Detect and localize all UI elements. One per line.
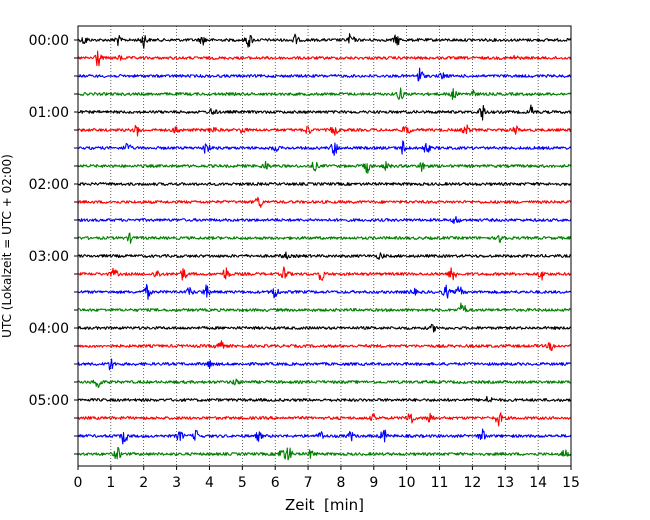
x-tick-label: 5: [238, 475, 247, 491]
x-tick-label: 8: [336, 475, 345, 491]
trace-line: [77, 87, 572, 101]
y-tick-label: 00:00: [29, 33, 69, 49]
trace-line: [77, 124, 572, 137]
trace-line: [77, 160, 572, 174]
trace-line: [77, 358, 571, 371]
trace-line: [77, 428, 572, 445]
plot-frame: [77, 25, 572, 467]
x-tick-label: 4: [205, 475, 214, 491]
x-tick-label: 1: [106, 475, 115, 491]
x-tick-label: 9: [369, 475, 378, 491]
x-tick-label: 11: [431, 475, 449, 491]
trace-line: [77, 323, 572, 333]
trace-line: [77, 412, 572, 427]
x-tick-label: 12: [463, 475, 481, 491]
y-tick-label: 02:00: [29, 177, 69, 193]
x-axis-label: Zeit [min]: [285, 496, 364, 514]
x-tick-label: 2: [139, 475, 148, 491]
y-axis: 00:00 01:00 02:00 03:00 04:00 05:00: [29, 33, 78, 455]
x-tick-label: 7: [304, 475, 313, 491]
y-tick-label: 03:00: [29, 249, 69, 265]
x-tick-label: 3: [172, 475, 181, 491]
traces: [77, 33, 572, 461]
grid: [110, 26, 539, 466]
y-tick-label: 01:00: [29, 105, 69, 121]
trace-line: [77, 232, 572, 244]
trace-line: [77, 50, 572, 67]
y-tick-label: 04:00: [29, 321, 69, 337]
trace-line: [77, 140, 572, 156]
x-tick-label: 13: [496, 475, 514, 491]
trace-line: [77, 67, 572, 82]
y-tick-label: 05:00: [29, 393, 69, 409]
trace-line: [77, 182, 572, 186]
trace-line: [77, 196, 572, 208]
trace-line: [77, 266, 572, 281]
trace-line: [77, 378, 572, 389]
x-tick-label: 10: [398, 475, 416, 491]
x-tick-label: 15: [562, 475, 580, 491]
trace-line: [77, 302, 571, 313]
x-tick-label: 0: [74, 475, 83, 491]
x-tick-label: 6: [271, 475, 280, 491]
trace-line: [78, 104, 572, 121]
y-axis-label: UTC (Lokalzeit = UTC + 02:00): [0, 154, 14, 338]
x-axis: 0 1 2 3 4 5 6 7 8 9 10 11 12 13 14 15: [74, 466, 580, 491]
trace-line: [77, 215, 572, 225]
trace-line: [77, 33, 572, 49]
trace-line: [77, 446, 572, 461]
trace-line: [77, 395, 572, 403]
trace-line: [77, 251, 572, 260]
trace-line: [77, 340, 572, 352]
trace-line: [77, 283, 572, 300]
x-tick-label: 14: [529, 475, 547, 491]
